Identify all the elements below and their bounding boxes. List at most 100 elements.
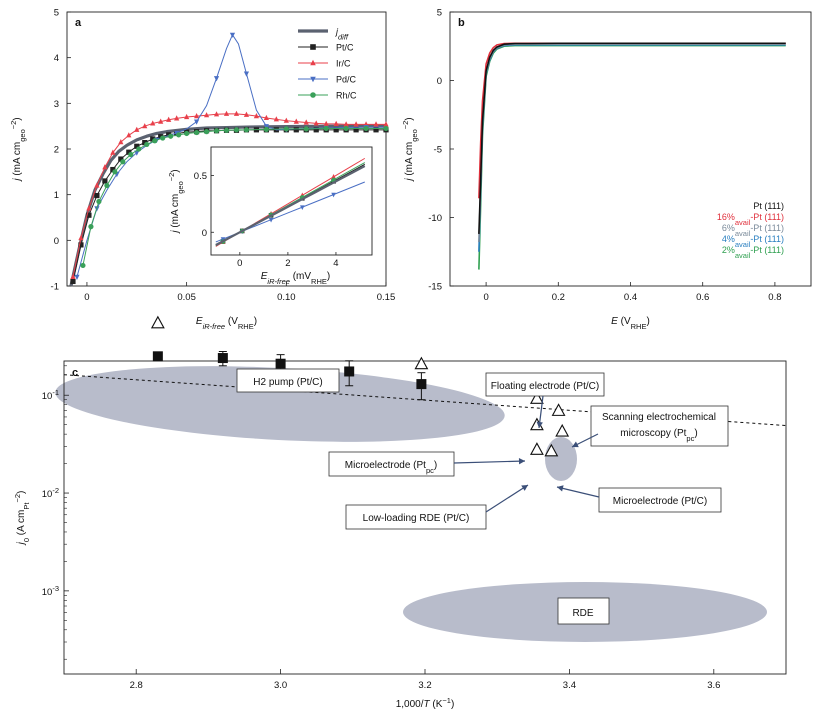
x-tick-label: 0.6 xyxy=(696,292,709,303)
data-point-irc xyxy=(150,120,156,126)
label-part: ) xyxy=(404,117,415,120)
h2-pump-triangle xyxy=(414,356,429,370)
label-part: j xyxy=(335,27,339,37)
label-part: ) xyxy=(646,316,649,327)
label-part: −2 xyxy=(167,173,176,182)
data-point-irc xyxy=(94,182,100,188)
data-point-ptc xyxy=(86,212,92,218)
data-point-pdc xyxy=(74,274,80,280)
low-loading-arrow-head xyxy=(521,485,528,491)
h2-pump-label: H2 pump (Pt/C) xyxy=(253,377,322,388)
label-part: geo xyxy=(410,129,419,142)
h2-pump-square xyxy=(275,358,286,369)
h2-pump-triangle xyxy=(150,315,165,329)
label-part: ) xyxy=(327,271,330,282)
label-part: Microelectrode (Pt xyxy=(345,460,426,471)
label-part: Pt xyxy=(22,502,31,510)
label-part: -2 xyxy=(52,486,59,495)
data-point-irc xyxy=(233,110,240,116)
legend-label: 6%avail-Pt (111) xyxy=(722,223,784,238)
data-point-rhc xyxy=(283,126,289,132)
inset-marker xyxy=(331,174,336,179)
data-point-irc xyxy=(184,113,190,120)
x-axis-title: 1,000/T (K−1) xyxy=(396,696,455,710)
data-point-ptc xyxy=(313,127,319,133)
legend-marker xyxy=(310,92,316,98)
y-axis-title: j (mA cmgeo−2) xyxy=(9,117,27,182)
label-part: avail xyxy=(735,229,751,238)
inset-line xyxy=(215,165,366,246)
h2-pump-square xyxy=(217,353,228,364)
label-part: E xyxy=(261,271,268,282)
label-part: avail xyxy=(735,218,751,227)
rde-label: RDE xyxy=(572,608,593,619)
series-line xyxy=(478,42,786,234)
data-point-irc xyxy=(102,164,108,170)
label-part: -3 xyxy=(52,583,59,592)
x-tick-label: 0.4 xyxy=(624,292,637,303)
x-tick-label: 0 xyxy=(84,292,89,303)
floating-electrode-box xyxy=(485,372,605,397)
y-tick-label: 1 xyxy=(54,190,59,201)
label-part: E xyxy=(196,316,203,327)
data-point-ptc xyxy=(126,149,132,155)
label-part: −2 xyxy=(13,494,22,503)
x-tick-label: 0.05 xyxy=(177,292,196,303)
label-part: (V xyxy=(618,316,631,327)
data-point-rhc xyxy=(323,125,329,132)
legend-label: Ir/C xyxy=(336,59,351,69)
y-tick-label: -10 xyxy=(428,213,442,224)
x-tick-label: 0.2 xyxy=(552,292,565,303)
data-point-rhc xyxy=(176,132,182,138)
label-part: (mA cm xyxy=(12,142,23,179)
inset-x-tick-label: 2 xyxy=(285,258,290,269)
legend-label: 2%avail-Pt (111) xyxy=(722,245,784,260)
data-point-irc xyxy=(142,123,148,129)
data-point-ptc xyxy=(78,242,84,248)
label-part: pc xyxy=(686,434,694,443)
inset-y-axis-title: j (mA cmgeo−2) xyxy=(167,169,185,234)
inset-x-tick-label: 4 xyxy=(333,258,338,269)
data-point-irc xyxy=(373,121,379,127)
microelectrode-ptc-arrow xyxy=(556,486,600,498)
legend-marker xyxy=(310,59,316,66)
data-point-irc xyxy=(193,113,200,119)
label-part: microscopy (Pt xyxy=(620,428,686,439)
y-tick-label: 10-3 xyxy=(42,583,59,598)
secm-triangle xyxy=(555,423,570,437)
data-point-irc xyxy=(174,115,180,121)
legend-marker xyxy=(310,44,316,50)
label-part: 10 xyxy=(42,587,53,598)
data-point-irc xyxy=(203,112,210,118)
h2-pump-region xyxy=(55,366,505,442)
data-point-ptc xyxy=(94,192,100,199)
microelectrode-ptc-label: Microelectrode (Pt/C) xyxy=(613,496,707,507)
low-loading-arrow xyxy=(485,484,529,513)
label-part: (K xyxy=(430,699,443,709)
x-tick-label: 3.0 xyxy=(274,680,287,691)
data-point-irc xyxy=(110,149,116,155)
x-tick-label: 0.10 xyxy=(277,292,296,303)
data-point-irc xyxy=(213,111,220,117)
data-point-rhc xyxy=(136,146,142,152)
secm-triangle xyxy=(551,403,566,416)
data-point-pdc xyxy=(243,71,250,77)
data-point-rhc xyxy=(104,182,110,189)
inset-x-axis-title: EiR-free (mVRHE) xyxy=(261,271,330,286)
h2-pump-square xyxy=(344,366,355,377)
label-part: 1,000/ xyxy=(396,699,424,709)
data-point-ptc xyxy=(333,127,339,133)
data-point-irc xyxy=(118,139,124,145)
legend-label: Pd/C xyxy=(336,75,357,85)
x-tick-label: 0.15 xyxy=(377,292,396,303)
label-part: -1 xyxy=(52,388,59,397)
panel-c: c10-310-210-12.8 3.0 3.2 3.4 3.61,000/T (K−1… xyxy=(13,315,787,710)
label-part: pc xyxy=(426,466,434,475)
floating-electrode-triangle xyxy=(529,391,544,404)
data-point-irc xyxy=(243,111,250,117)
data-point-rhc xyxy=(80,262,86,269)
label-part: (V xyxy=(225,316,238,327)
data-point-rhc xyxy=(168,133,174,139)
microelectrode-ptc-arrow-head xyxy=(557,485,564,492)
